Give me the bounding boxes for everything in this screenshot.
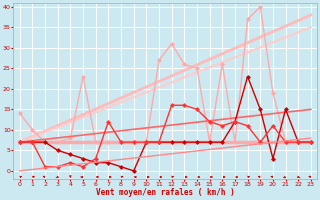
X-axis label: Vent moyen/en rafales ( km/h ): Vent moyen/en rafales ( km/h ): [96, 188, 235, 197]
